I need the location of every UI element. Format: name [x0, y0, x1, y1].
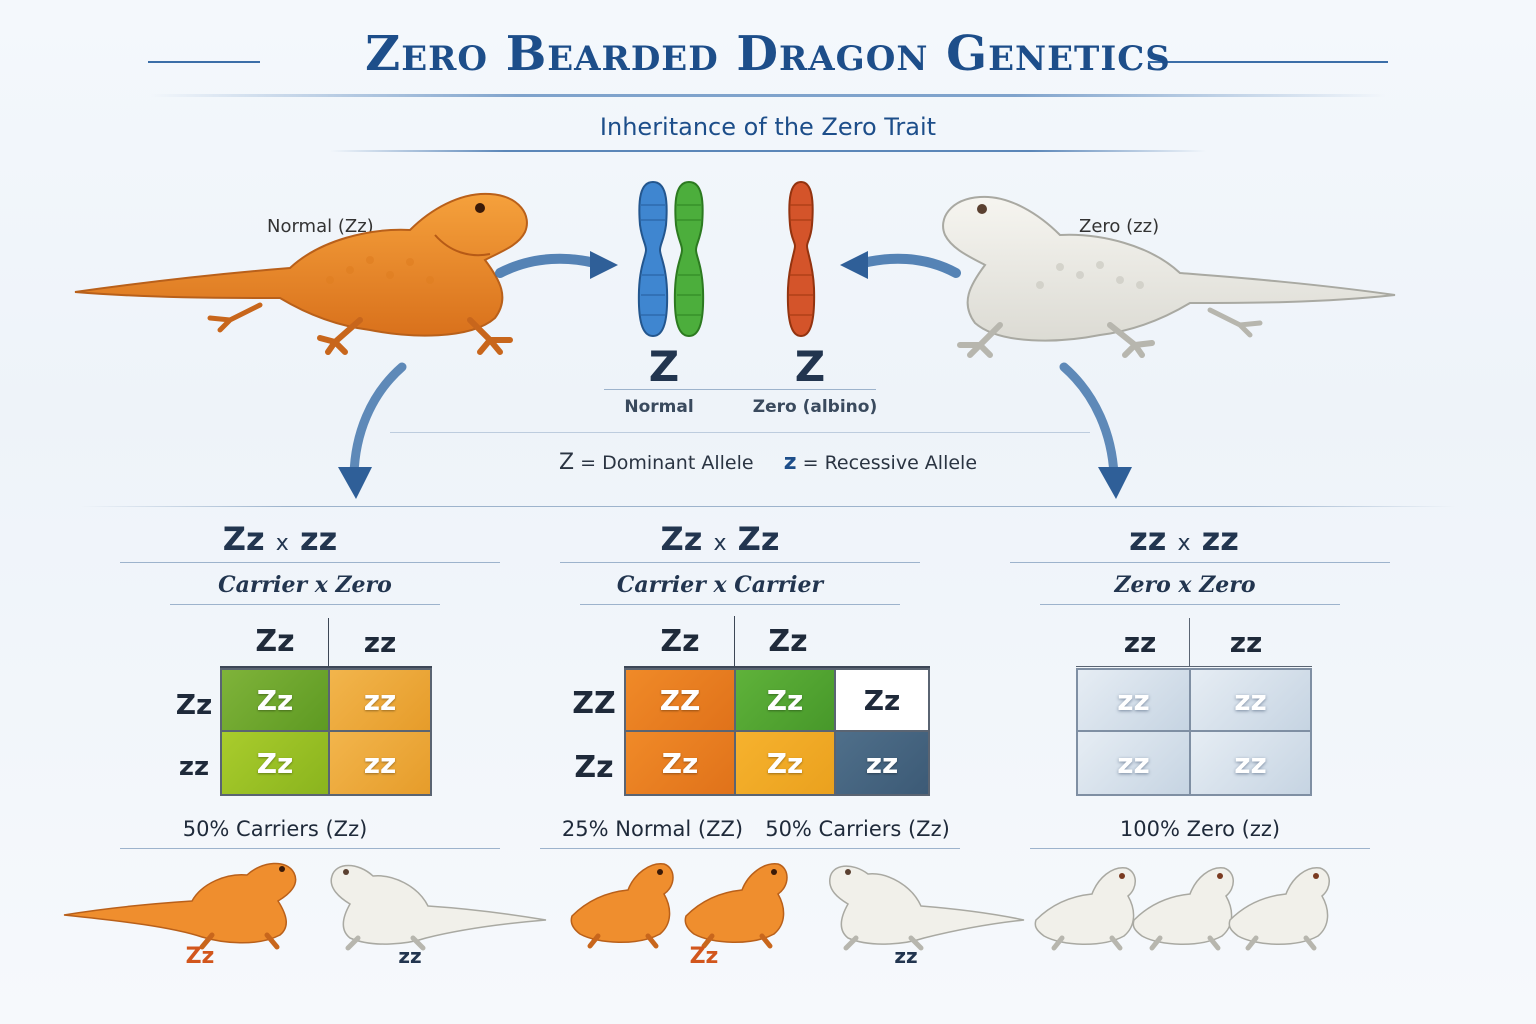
title-rule-right	[1148, 61, 1388, 63]
cross3-times: x	[1177, 531, 1191, 556]
cross3-parent-right: zz	[1201, 520, 1239, 558]
title-underline	[150, 94, 1386, 97]
arrow-normal-to-chromosome	[495, 251, 618, 279]
cross3-parent-left: zz	[1129, 520, 1167, 558]
cross2-parent-right: Zz	[737, 520, 780, 558]
cross3-header-rule	[1076, 666, 1312, 667]
cross1-header-divider	[328, 618, 329, 666]
cross2-row-header: Zz	[574, 750, 614, 785]
cross1-cell: Zz	[220, 730, 330, 796]
offspring-white-dragon	[1132, 867, 1234, 951]
allele-dominant-caption: Normal	[624, 397, 694, 417]
offspring-orange-dragon	[570, 863, 674, 949]
cross2-cell: Zz	[734, 730, 836, 796]
cross2-header-rule	[624, 666, 930, 668]
cross2-cell: zz	[834, 730, 930, 796]
cross1-parents: Zz x zz	[180, 520, 380, 558]
cross2-offspring-label: Zz	[689, 944, 719, 969]
cross1-header-rule	[220, 666, 432, 668]
cross2-col-header: Zz	[768, 624, 808, 659]
cross2-parents: Zz x Zz	[620, 520, 820, 558]
cross3-cell: zz	[1189, 730, 1312, 796]
cross2-result: 50% Carriers (Zz)	[765, 817, 950, 841]
cross3-name: Zero x Zero	[1114, 572, 1256, 598]
cross3-cell: zz	[1076, 668, 1191, 732]
cross1-result: 50% Carriers (Zz)	[182, 817, 368, 841]
cross2-parent-left: Zz	[660, 520, 703, 558]
section-divider	[80, 506, 1456, 507]
offspring-white-dragon	[829, 865, 1025, 951]
cross3-result-rule	[1030, 848, 1370, 849]
cross2-offspring-label: zz	[894, 944, 918, 968]
subtitle-underline	[330, 150, 1206, 152]
cross1-rule-bottom	[170, 604, 440, 605]
chromosome-blue-icon	[637, 180, 669, 338]
legend-recessive-text: = Recessive Allele	[802, 452, 978, 474]
arrow-down-right	[1059, 362, 1132, 499]
cross1-col-header: zz	[363, 626, 397, 659]
cross2-cell: Zz	[624, 730, 736, 796]
cross3-cell: zz	[1076, 730, 1191, 796]
cross3-col-header: zz	[1229, 626, 1263, 659]
cross2-times: x	[713, 531, 727, 556]
cross1-row-header: Zz	[175, 688, 213, 721]
cross1-offspring-label: zz	[398, 944, 422, 968]
cross2-rule-top	[560, 562, 920, 563]
cross3-parents: zz x zz	[1084, 520, 1284, 558]
cross2-row-header: ZZ	[572, 686, 616, 721]
cross3-rule-bottom	[1040, 604, 1340, 605]
cross3-col-header: zz	[1123, 626, 1157, 659]
cross1-result-rule	[120, 848, 500, 849]
cross2-name: Carrier x Carrier	[616, 572, 824, 598]
page-subtitle: Inheritance of the Zero Trait	[599, 113, 937, 141]
offspring-orange-dragon	[63, 862, 297, 950]
cross1-cell: zz	[328, 730, 432, 796]
cross1-times: x	[275, 531, 289, 556]
cross1-parent-right: zz	[299, 520, 338, 558]
cross2-cell: Zz	[834, 668, 930, 732]
normal-dragon-illustration	[74, 192, 528, 355]
cross3-rule-top	[1010, 562, 1390, 563]
cross1-rule-top	[120, 562, 500, 563]
cross1-offspring-label: Zz	[185, 944, 215, 969]
cross1-name: Carrier x Zero	[218, 572, 392, 598]
allele-dominant-symbol: Z	[648, 342, 680, 391]
offspring-orange-dragon	[684, 863, 788, 949]
cross3-header-divider	[1189, 618, 1190, 666]
cross2-header-divider	[734, 616, 735, 666]
allele-recessive-symbol: Z	[794, 342, 826, 391]
title-rule-left	[148, 61, 260, 63]
page-title: Zero Bearded Dragon Genetics	[365, 26, 1171, 82]
chromosome-red-icon	[786, 180, 816, 338]
offspring-white-dragon	[1228, 867, 1330, 951]
allele-recessive-caption: Zero (albino)	[752, 397, 878, 417]
cross3-result: 100% Zero (zz)	[1119, 817, 1281, 841]
legend-top-rule	[390, 432, 1090, 433]
cross2-result: 25% Normal (ZZ)	[561, 817, 744, 841]
cross1-parent-left: Zz	[222, 520, 265, 558]
legend-dominant-key: Z	[558, 450, 575, 475]
cross2-cell: ZZ	[624, 668, 736, 732]
chromosome-green-icon	[673, 180, 705, 338]
offspring-white-dragon	[330, 864, 547, 951]
legend-recessive-key: z	[783, 450, 797, 475]
cross3-cell: zz	[1189, 668, 1312, 732]
arrow-down-left	[338, 362, 407, 499]
cross2-rule-bottom	[580, 604, 900, 605]
zero-parent-label: Zero (zz)	[1079, 216, 1160, 237]
normal-parent-label: Normal (Zz)	[267, 216, 374, 237]
arrow-zero-to-chromosome	[840, 251, 961, 279]
allele-divider	[604, 389, 876, 390]
legend-dominant-text: = Dominant Allele	[580, 452, 754, 474]
cross1-cell: zz	[328, 668, 432, 732]
offspring-white-dragon	[1034, 867, 1136, 951]
cross1-row-header: zz	[178, 752, 210, 782]
allele-legend: Z = Dominant Allele z = Recessive Allele	[0, 450, 1536, 475]
cross2-result-rule	[540, 848, 960, 849]
cross2-cell: Zz	[734, 668, 836, 732]
cross2-col-header: Zz	[660, 624, 700, 659]
cross1-col-header: Zz	[255, 624, 295, 659]
cross1-cell: Zz	[220, 668, 330, 732]
zero-dragon-illustration	[942, 195, 1396, 358]
